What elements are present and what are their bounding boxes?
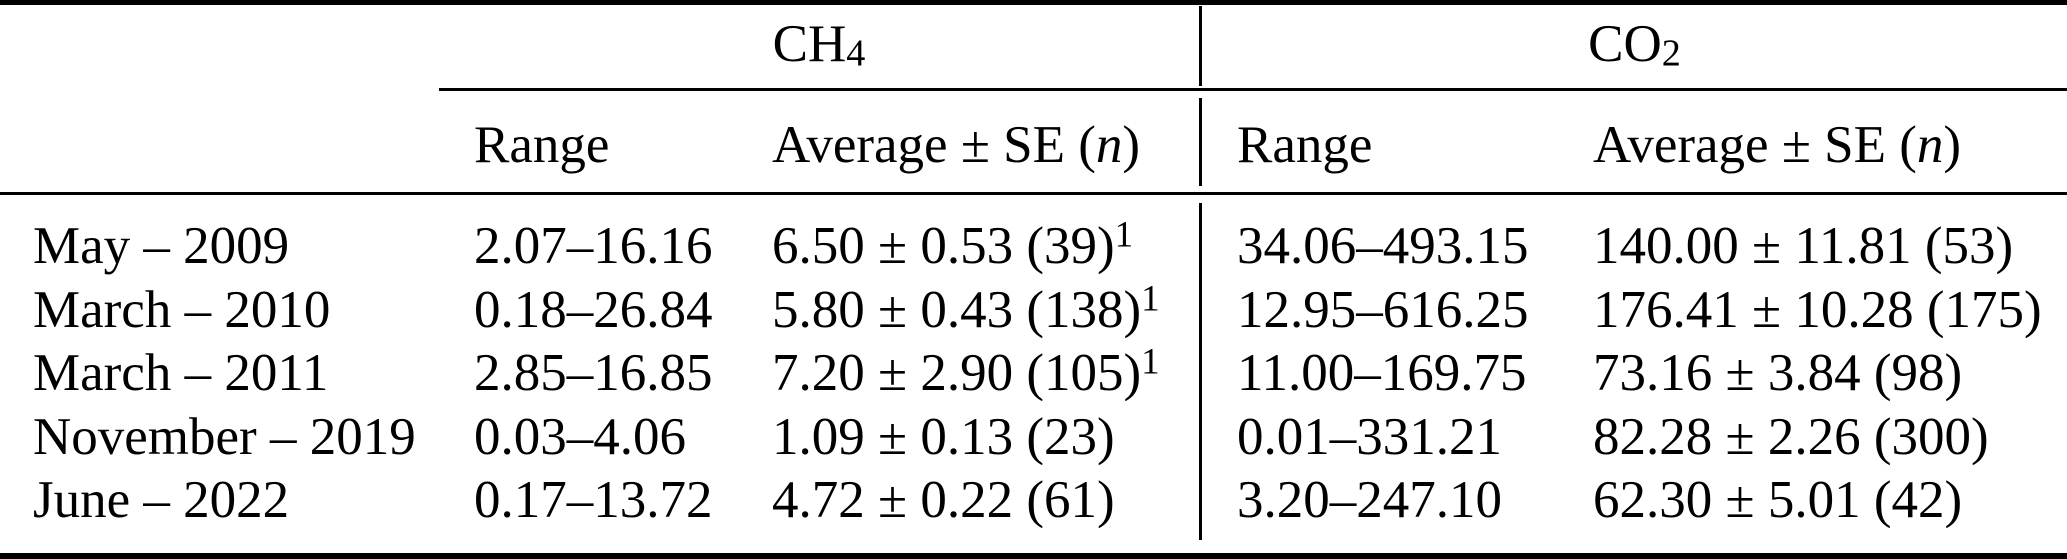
co2-average-value: 73.16 ± 3.84 (98) [1593, 344, 1963, 402]
co2-group-header: CO2 [1202, 13, 2067, 77]
co2-formula-subscript: 2 [1661, 32, 1681, 75]
co2-average-value: 82.28 ± 2.26 (300) [1593, 408, 1989, 466]
co2-range-header: Range [1237, 116, 1373, 174]
ch4-range-value: 0.17–13.72 [474, 471, 713, 529]
ch4-range-value: 0.18–26.84 [474, 281, 713, 339]
ch4-average-text: 7.20 ± 2.90 (105) [772, 344, 1142, 402]
ch4-range-value: 2.07–16.16 [474, 217, 713, 275]
group-header-underline-rule [439, 88, 2067, 91]
ch4-average-text: 1.09 ± 0.13 (23) [772, 408, 1115, 466]
footnote-marker: 1 [1141, 341, 1160, 383]
ch4-range-header: Range [474, 116, 610, 174]
row-label: March – 2011 [33, 344, 329, 402]
header-separator-rule [0, 192, 2067, 195]
co2-average-header-close: ) [1943, 116, 1962, 174]
ch4-group-header: CH4 [439, 13, 1199, 77]
bottom-rule [0, 553, 2067, 559]
ch4-range-value: 2.85–16.85 [474, 344, 713, 402]
co2-range-value: 12.95–616.25 [1237, 281, 1529, 339]
table-row: March – 2011 2.85–16.85 7.20 ± 2.90 (105… [0, 342, 2067, 406]
co2-range-value: 11.00–169.75 [1237, 344, 1527, 402]
table-row: March – 2010 0.18–26.84 5.80 ± 0.43 (138… [0, 279, 2067, 343]
table-row: May – 2009 2.07–16.16 6.50 ± 0.53 (39)1 … [0, 215, 2067, 279]
co2-average-value: 62.30 ± 5.01 (42) [1593, 471, 1963, 529]
ch4-average-value: 1.09 ± 0.13 (23) [772, 406, 1115, 470]
table-row: June – 2022 0.17–13.72 4.72 ± 0.22 (61) … [0, 469, 2067, 533]
ch4-average-value: 4.72 ± 0.22 (61) [772, 469, 1115, 533]
column-divider-header-segment [1199, 98, 1202, 186]
ch4-average-text: 4.72 ± 0.22 (61) [772, 471, 1115, 529]
ch4-range-value: 0.03–4.06 [474, 408, 686, 466]
row-label: March – 2010 [33, 281, 331, 339]
ch4-formula-subscript: 4 [846, 32, 866, 75]
ch4-average-value: 5.80 ± 0.43 (138)1 [772, 279, 1160, 343]
ch4-average-header-text: Average ± SE ( [772, 116, 1096, 174]
co2-average-value: 140.00 ± 11.81 (53) [1593, 217, 2014, 275]
co2-range-value: 3.20–247.10 [1237, 471, 1502, 529]
row-label: November – 2019 [33, 408, 416, 466]
ch4-average-value: 7.20 ± 2.90 (105)1 [772, 342, 1160, 406]
ch4-average-text: 5.80 ± 0.43 (138) [772, 281, 1142, 339]
co2-range-value: 34.06–493.15 [1237, 217, 1529, 275]
footnote-marker: 1 [1141, 278, 1160, 320]
row-label: May – 2009 [33, 217, 290, 275]
row-label: June – 2022 [33, 471, 290, 529]
ch4-average-header-close: ) [1122, 116, 1141, 174]
ch4-average-header: Average ± SE (n) [772, 114, 1140, 178]
co2-formula: CO [1588, 15, 1662, 73]
co2-average-header-text: Average ± SE ( [1593, 116, 1917, 174]
co2-range-value: 0.01–331.21 [1237, 408, 1502, 466]
top-rule [0, 0, 2067, 5]
column-divider-top-segment [1199, 6, 1202, 86]
column-divider-body-segment [1199, 203, 1202, 540]
subheader-row: Range Average ± SE (n) Range Average ± S… [0, 114, 2067, 178]
co2-average-value: 176.41 ± 10.28 (175) [1593, 281, 2042, 339]
ch4-average-value: 6.50 ± 0.53 (39)1 [772, 215, 1133, 279]
table-row: November – 2019 0.03–4.06 1.09 ± 0.13 (2… [0, 406, 2067, 470]
co2-average-header-n: n [1916, 116, 1944, 174]
footnote-marker: 1 [1114, 214, 1134, 256]
ch4-average-text: 6.50 ± 0.53 (39) [772, 217, 1115, 275]
co2-average-header: Average ± SE (n) [1593, 114, 1961, 178]
ch4-formula: CH [772, 15, 847, 73]
ch4-average-header-n: n [1095, 116, 1123, 174]
